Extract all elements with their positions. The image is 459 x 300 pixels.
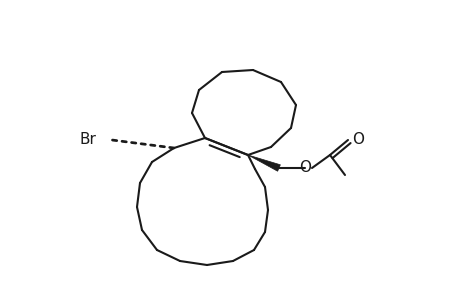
Text: O: O: [298, 160, 310, 175]
Text: Br: Br: [79, 131, 96, 146]
Polygon shape: [247, 155, 280, 171]
Text: O: O: [351, 133, 363, 148]
